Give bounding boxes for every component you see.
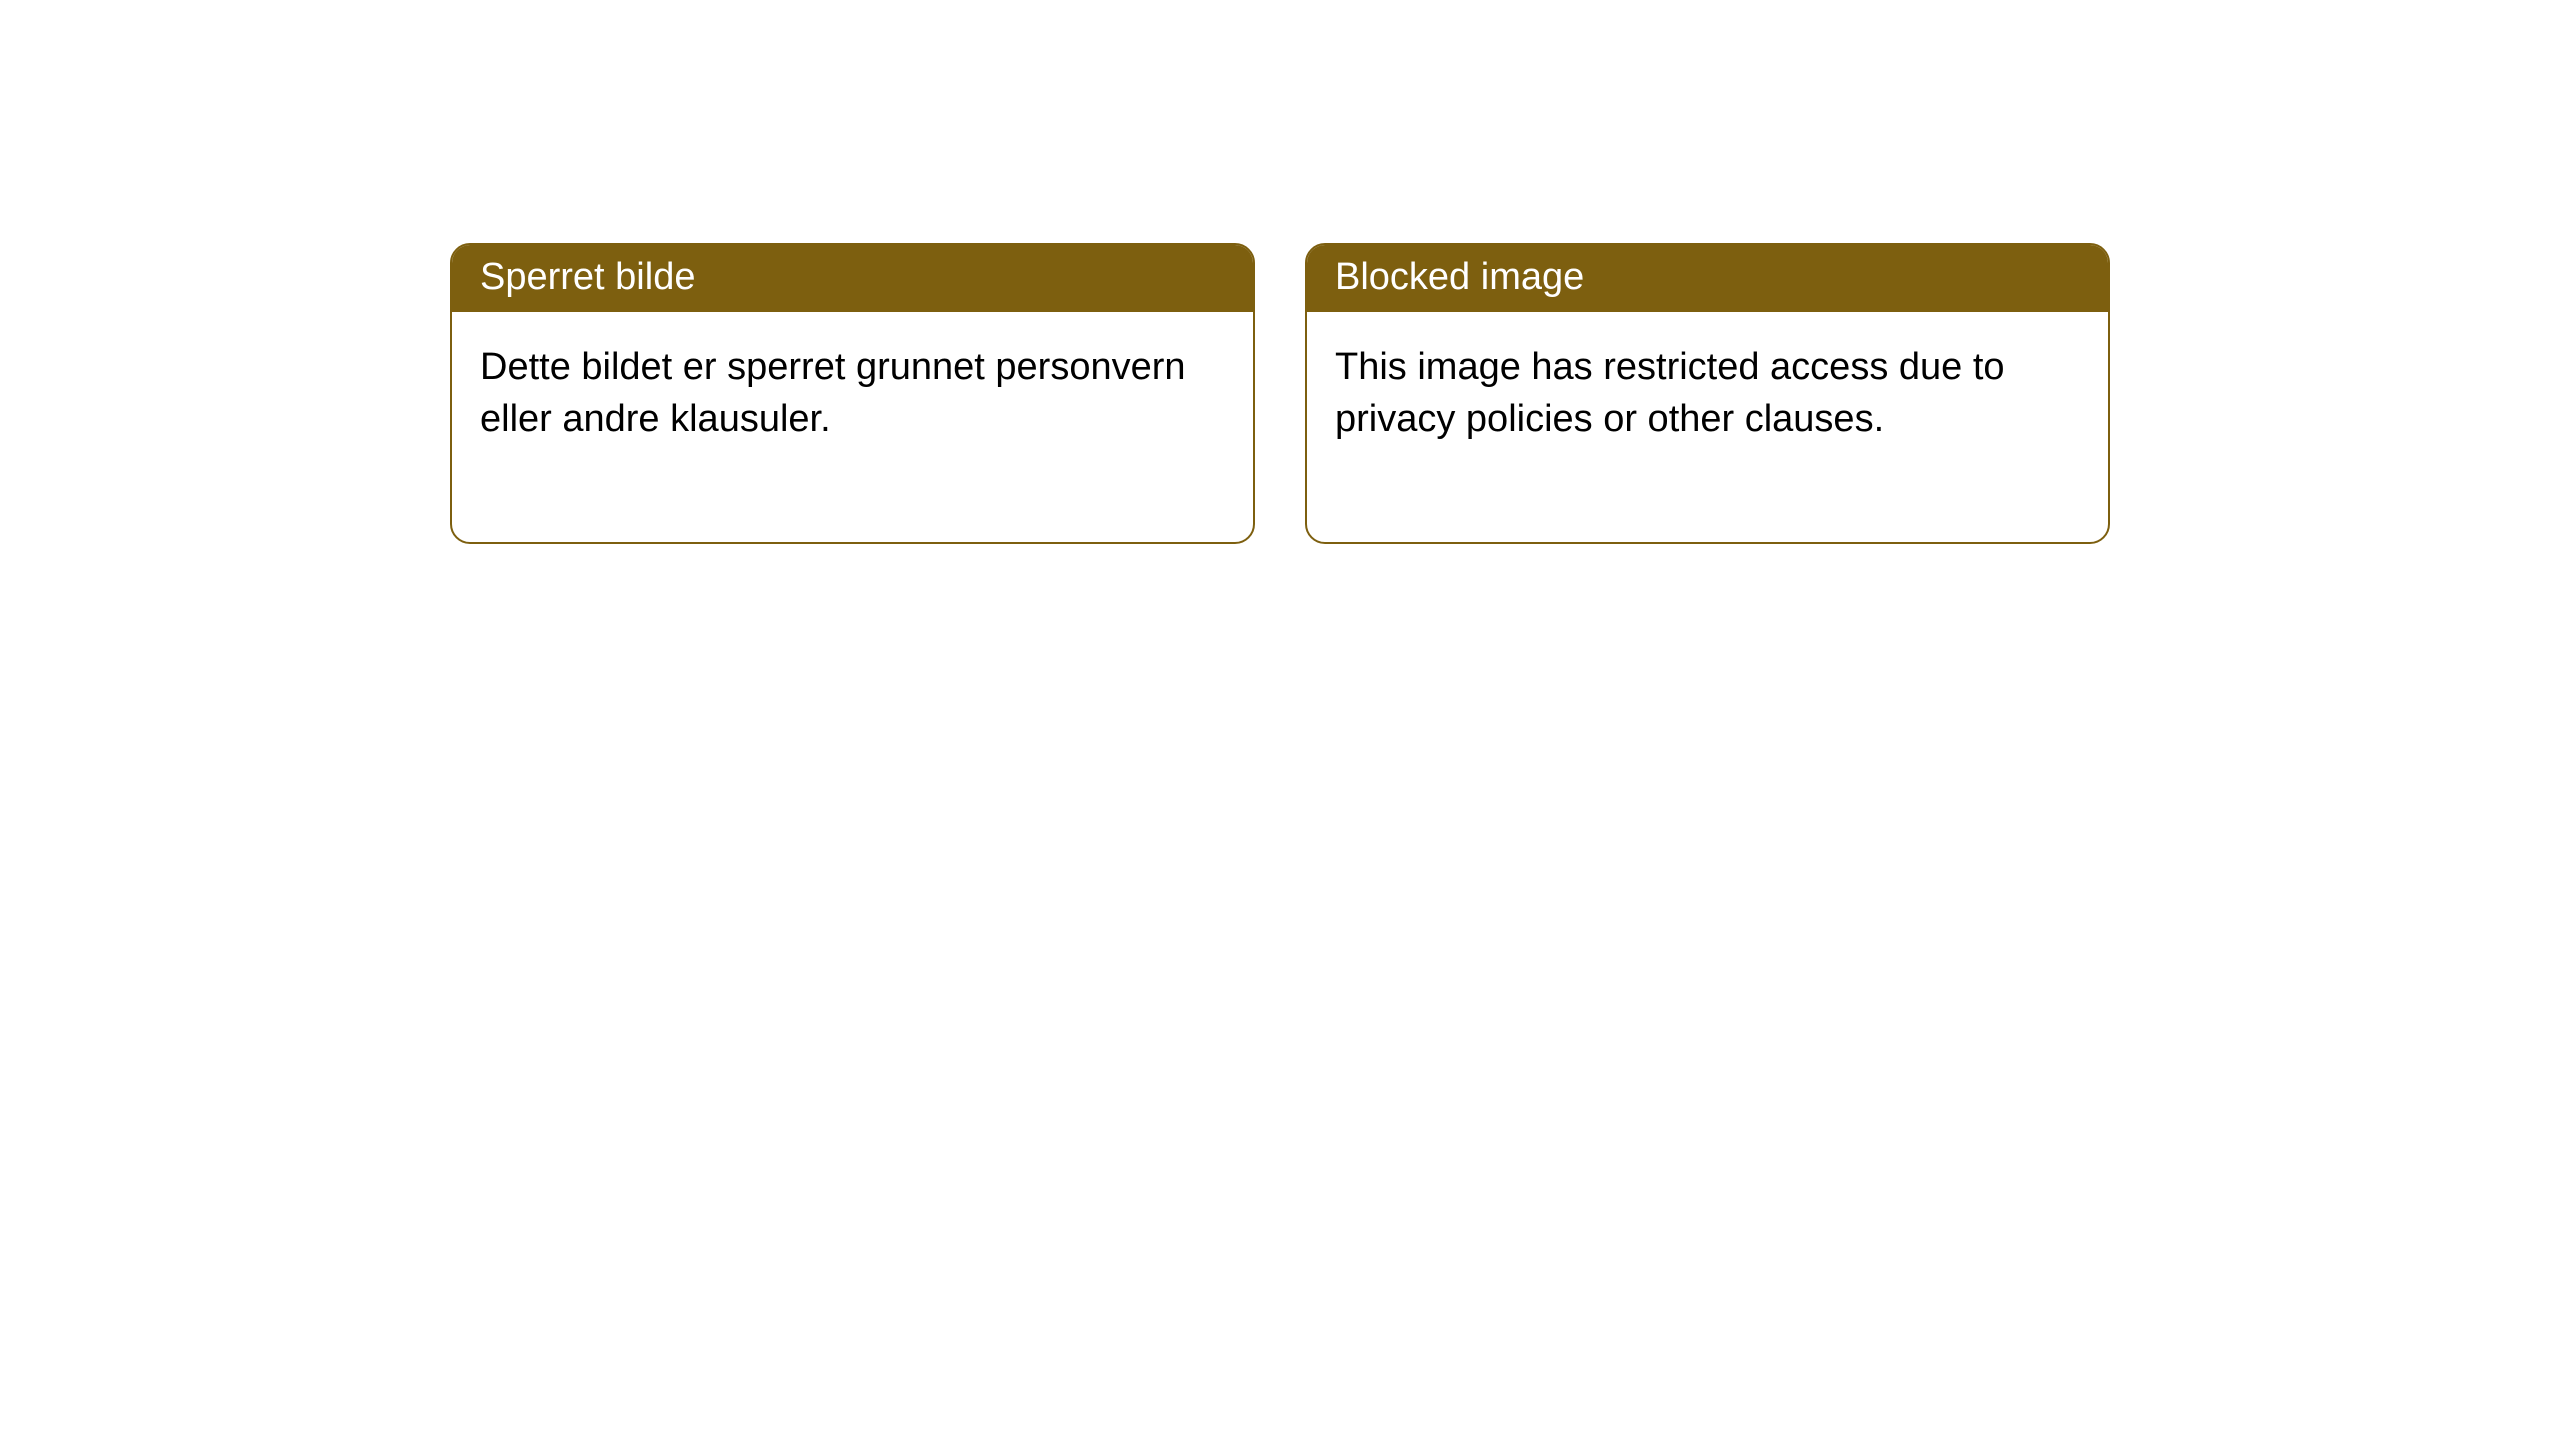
notice-card-title: Sperret bilde <box>452 245 1253 312</box>
notice-card-title: Blocked image <box>1307 245 2108 312</box>
notice-container: Sperret bilde Dette bildet er sperret gr… <box>0 0 2560 544</box>
notice-card-english: Blocked image This image has restricted … <box>1305 243 2110 544</box>
notice-card-body: Dette bildet er sperret grunnet personve… <box>452 312 1253 542</box>
notice-card-norwegian: Sperret bilde Dette bildet er sperret gr… <box>450 243 1255 544</box>
notice-card-body: This image has restricted access due to … <box>1307 312 2108 542</box>
